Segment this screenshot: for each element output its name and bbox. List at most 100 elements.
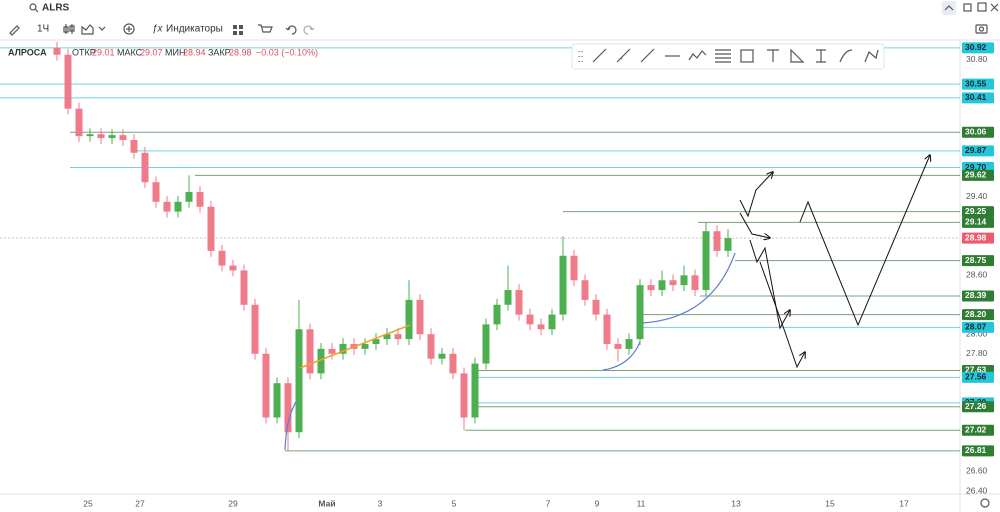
undo-icon[interactable]: [285, 25, 297, 35]
candle-body: [218, 250, 226, 266]
price-badge: [962, 321, 994, 333]
path-arrow[interactable]: [749, 239, 790, 330]
collapse-button[interactable]: [942, 1, 956, 15]
tool-text[interactable]: [767, 49, 779, 62]
candle-body: [570, 255, 578, 281]
tool-polyline[interactable]: [688, 50, 707, 61]
candle-body: [284, 383, 292, 433]
top-bar: [0, 0, 1000, 40]
y-tick-label: 28.00: [966, 328, 988, 338]
fx-icon[interactable]: ƒx: [152, 24, 164, 35]
candle-body: [185, 192, 193, 202]
drag-handle[interactable]: [578, 51, 583, 62]
arc[interactable]: [602, 341, 641, 371]
tool-triangle[interactable]: [790, 48, 805, 63]
price-badge-label: 27.26: [965, 401, 987, 411]
candle-body: [229, 265, 237, 271]
legend-label: МИН: [165, 47, 185, 57]
candle-body: [449, 353, 457, 374]
path-arrow[interactable]: [739, 212, 770, 238]
price-badge-label: 28.75: [965, 255, 987, 265]
tool-rect[interactable]: [740, 49, 754, 63]
window-icon[interactable]: [963, 3, 972, 12]
candle-body: [372, 339, 380, 344]
candle-body: [141, 152, 149, 183]
price-badge-label: 30.41: [965, 92, 987, 102]
close-icon[interactable]: [990, 3, 999, 12]
candle-body: [460, 373, 468, 418]
price-badge: [962, 169, 994, 181]
chevron-icon[interactable]: [98, 26, 106, 31]
y-tick-label: 28.60: [966, 270, 988, 280]
indicators[interactable]: Индикаторы: [166, 24, 223, 35]
tool-arc[interactable]: [839, 49, 853, 63]
plot: [0, 42, 960, 452]
candle-body: [438, 353, 446, 359]
price-badge: [962, 206, 994, 218]
candle-body: [614, 343, 622, 349]
price-badge: [962, 145, 994, 157]
add-icon[interactable]: [123, 23, 135, 35]
tool-ray[interactable]: [616, 48, 631, 63]
path-arrow[interactable]: [759, 261, 805, 369]
price-badge-label: 30.92: [965, 42, 987, 52]
candle-body: [108, 135, 116, 139]
legend: АЛРОСА ОТКР 29.01 МАКС 29.07 МИН 28.94 З…: [8, 47, 318, 57]
legend-value: 29.07: [140, 47, 163, 57]
candle-body: [394, 334, 402, 340]
y-tick-label: 26.60: [966, 466, 988, 476]
candle-body: [361, 343, 369, 349]
candle-body: [537, 324, 545, 330]
interval[interactable]: 1Ч: [37, 24, 49, 35]
tool-line[interactable]: [592, 48, 607, 63]
candle-body: [262, 353, 270, 418]
legend-label: МАКС: [117, 47, 143, 57]
candle-body: [97, 134, 105, 139]
legend-label: ЗАКР: [208, 47, 231, 57]
candle-body: [515, 290, 523, 315]
arc[interactable]: [284, 399, 298, 451]
candle-body: [504, 290, 512, 305]
trend-line[interactable]: [299, 324, 411, 369]
symbol[interactable]: ALRS: [42, 3, 70, 14]
price-badge: [962, 216, 994, 228]
current-price-badge: [962, 232, 994, 244]
price-badge: [962, 371, 994, 383]
popout-icon[interactable]: [977, 2, 987, 12]
candle-body: [603, 314, 611, 344]
price-badge-label: 29.62: [965, 170, 987, 180]
drawings: [284, 155, 930, 451]
candle-type-icon[interactable]: [63, 24, 75, 34]
candle-body: [53, 47, 61, 55]
x-tick-label: 15: [825, 498, 835, 508]
tool-measure[interactable]: [816, 49, 826, 63]
y-tick-label: 27.80: [966, 348, 988, 358]
path-arrow[interactable]: [799, 155, 930, 327]
chart-type-icon[interactable]: [81, 24, 94, 35]
redo-icon[interactable]: [303, 25, 315, 35]
candle-body: [427, 334, 435, 359]
pencil-icon[interactable]: [9, 25, 20, 36]
y-tick-label: 30.80: [966, 54, 988, 64]
price-badge: [962, 126, 994, 138]
price-badge-label: 27.02: [965, 425, 987, 435]
x-tick-label: 7: [546, 498, 551, 508]
candle-body: [658, 280, 666, 291]
settings-icon[interactable]: [980, 498, 990, 508]
candle-body: [152, 182, 160, 202]
candle-body: [669, 280, 677, 286]
path-arrow[interactable]: [739, 172, 773, 218]
x-tick-label: 25: [83, 498, 93, 508]
tool-extended[interactable]: [640, 48, 655, 63]
price-badge: [962, 78, 994, 90]
search[interactable]: ALRS: [29, 3, 70, 14]
tool-pattern[interactable]: [864, 49, 879, 63]
templates-icon[interactable]: [233, 25, 243, 35]
arc[interactable]: [642, 252, 736, 324]
screenshot-icon[interactable]: [975, 24, 988, 34]
tool-fib[interactable]: [715, 49, 731, 63]
cart-icon[interactable]: [258, 24, 273, 33]
candle-body: [64, 54, 72, 109]
candle-body: [174, 201, 182, 212]
